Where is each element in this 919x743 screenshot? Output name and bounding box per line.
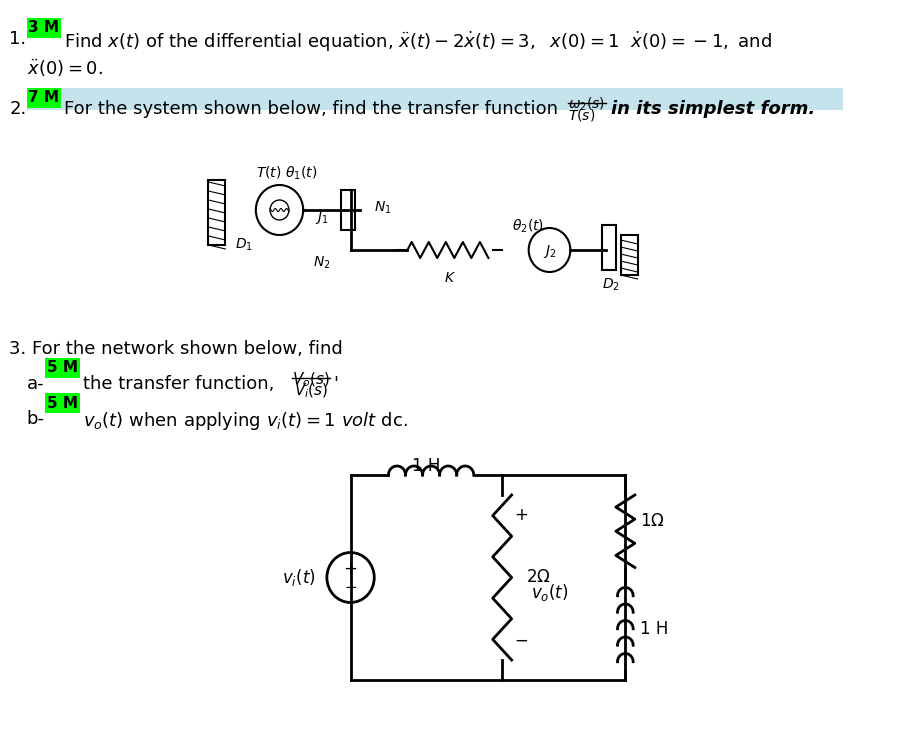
- Text: 2.: 2.: [9, 100, 27, 118]
- Text: $D_2$: $D_2$: [602, 277, 620, 293]
- Text: $V_o(s)$: $V_o(s)$: [292, 371, 330, 389]
- Text: +: +: [344, 560, 357, 579]
- Text: $1\Omega$: $1\Omega$: [640, 512, 664, 531]
- Text: $K$: $K$: [444, 271, 456, 285]
- Text: Find $x(t)$ of the differential equation, $\ddot{x}(t) - 2\dot{x}(t) = 3,$  $x(0: Find $x(t)$ of the differential equation…: [64, 30, 772, 54]
- Text: $\ddot{x}(0) = 0.$: $\ddot{x}(0) = 0.$: [27, 58, 102, 80]
- Bar: [341, 190, 356, 230]
- Text: the transfer function,: the transfer function,: [84, 375, 275, 393]
- Text: 1 H: 1 H: [413, 457, 440, 475]
- Text: in its simplest form.: in its simplest form.: [611, 100, 815, 118]
- Text: $\theta_2(t)$: $\theta_2(t)$: [512, 218, 544, 236]
- Text: $+$: $+$: [514, 506, 528, 524]
- Text: 1.: 1.: [9, 30, 27, 48]
- Bar: [209, 180, 225, 245]
- Text: 5 M: 5 M: [47, 360, 78, 375]
- Text: $V_i(s)$: $V_i(s)$: [294, 382, 328, 400]
- Text: $J_2$: $J_2$: [543, 244, 556, 261]
- Text: For the system shown below, find the transfer function: For the system shown below, find the tra…: [64, 100, 559, 118]
- Text: 1 H: 1 H: [640, 620, 668, 637]
- Text: $T(s)$: $T(s)$: [569, 107, 596, 123]
- Bar: [45, 358, 80, 378]
- Text: $v_o(t)$ when applying $v_i(t) = 1\ \mathit{volt}$ dc.: $v_o(t)$ when applying $v_i(t) = 1\ \mat…: [84, 410, 408, 432]
- Text: $\omega_2(s)$: $\omega_2(s)$: [569, 96, 606, 114]
- Text: $T(t)\ \theta_1(t)$: $T(t)\ \theta_1(t)$: [255, 165, 317, 182]
- Bar: [27, 18, 61, 38]
- Text: $-$: $-$: [344, 578, 357, 593]
- Text: $N_2$: $N_2$: [313, 255, 331, 271]
- Text: 3. For the network shown below, find: 3. For the network shown below, find: [9, 340, 343, 358]
- Bar: [45, 393, 80, 413]
- Text: 5 M: 5 M: [47, 395, 78, 410]
- Text: $D_1$: $D_1$: [235, 237, 254, 253]
- Text: $J_1$: $J_1$: [315, 210, 329, 227]
- Bar: [27, 88, 61, 108]
- Text: 7 M: 7 M: [28, 91, 59, 106]
- Bar: [27, 88, 844, 110]
- Text: b-: b-: [27, 410, 44, 428]
- Text: a-: a-: [27, 375, 44, 393]
- Text: ': ': [334, 375, 338, 393]
- Text: $2\Omega$: $2\Omega$: [526, 568, 550, 586]
- Text: $v_i(t)$: $v_i(t)$: [281, 567, 315, 588]
- Bar: [620, 235, 638, 275]
- Text: 3 M: 3 M: [28, 21, 59, 36]
- Text: $N_1$: $N_1$: [374, 200, 391, 216]
- Text: $-$: $-$: [514, 631, 528, 649]
- Text: $v_o(t)$: $v_o(t)$: [530, 582, 568, 603]
- Bar: [602, 225, 616, 270]
